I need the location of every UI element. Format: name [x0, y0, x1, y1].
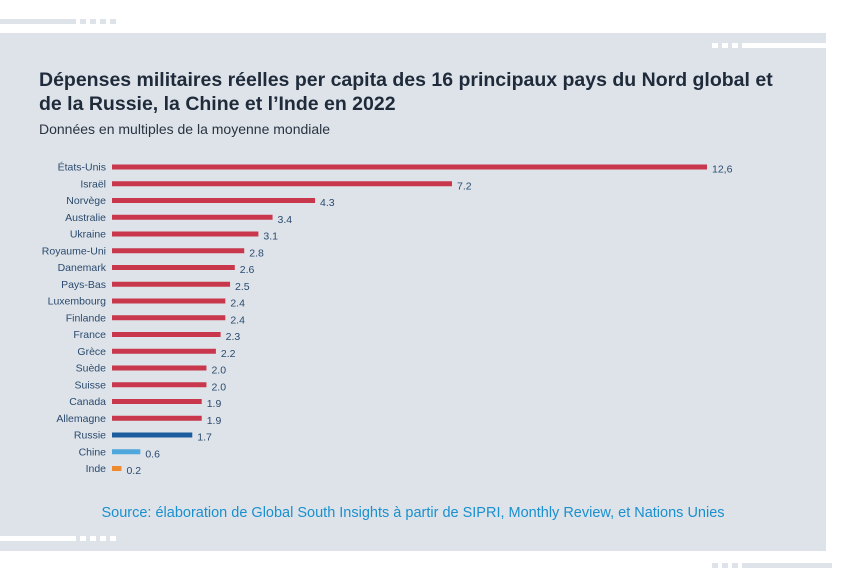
category-label: Inde: [86, 463, 107, 475]
category-label: Australie: [65, 212, 106, 224]
bar: [112, 415, 202, 421]
value-label: 1.9: [207, 398, 222, 410]
category-label: Allemagne: [56, 413, 106, 425]
category-label: Royaume-Uni: [42, 245, 106, 257]
bar: [112, 399, 202, 404]
chart-subtitle: Données en multiples de la moyenne mondi…: [39, 121, 331, 137]
value-label: 2.3: [226, 331, 241, 343]
category-label: Grèce: [77, 346, 106, 358]
value-label: 4.3: [320, 197, 335, 209]
bar: [112, 248, 245, 254]
category-label: France: [73, 329, 106, 341]
category-label: Finlande: [66, 312, 106, 324]
value-label: 12,6: [712, 164, 733, 176]
bar: [112, 298, 226, 304]
category-label: Suède: [76, 363, 107, 375]
value-label: 2.4: [230, 298, 245, 310]
bar: [112, 281, 231, 287]
bar: [112, 348, 216, 354]
value-label: 2.8: [249, 247, 264, 259]
bar: [112, 449, 141, 455]
value-label: 2.0: [211, 365, 226, 377]
category-label: Israël: [80, 178, 106, 190]
category-label: Pays-Bas: [61, 279, 106, 291]
value-label: 1.9: [207, 415, 222, 427]
value-label: 2.4: [230, 314, 245, 326]
bar: [112, 265, 235, 270]
bar: [112, 466, 122, 471]
value-label: 3.4: [278, 214, 293, 226]
category-label: Chine: [79, 446, 107, 458]
bar-chart: États-Unis 12,6 Israël 7.2 Norvège 4.3 Austral…: [42, 161, 733, 478]
category-label: Canada: [69, 396, 106, 408]
category-label: Luxembourg: [48, 296, 107, 308]
bar: [112, 382, 207, 388]
category-label: Danemark: [58, 262, 107, 274]
bottom-left-decoration: [0, 536, 116, 541]
value-label: 2.0: [211, 381, 226, 393]
bar: [112, 315, 226, 321]
category-label: Suisse: [74, 379, 106, 391]
category-label: Ukraine: [70, 229, 106, 241]
category-label: Russie: [74, 430, 106, 442]
category-label: Norvège: [66, 195, 106, 207]
chart-panel: [0, 33, 832, 551]
value-label: 2.2: [221, 348, 236, 360]
bottom-right-decoration: [712, 563, 832, 568]
value-label: 3.1: [263, 231, 278, 243]
value-label: 2.6: [240, 264, 255, 276]
value-label: 7.2: [457, 180, 472, 192]
value-label: 0.2: [126, 465, 141, 477]
top-right-decoration: [712, 43, 832, 48]
top-left-decoration: [0, 19, 116, 24]
bar: [112, 332, 221, 337]
value-label: 1.7: [197, 432, 212, 444]
bar: [112, 214, 273, 220]
category-label: États-Unis: [58, 161, 106, 174]
bar: [112, 181, 452, 187]
bar: [112, 164, 707, 170]
chart-title: Dépenses militaires réelles per capita d…: [39, 69, 773, 115]
bar: [112, 231, 259, 237]
bar: [112, 432, 193, 438]
value-label: 2.5: [235, 281, 250, 293]
source-note: Source: élaboration de Global South Insi…: [101, 505, 725, 521]
bar: [112, 198, 316, 203]
value-label: 0.6: [145, 448, 160, 460]
bar: [112, 365, 207, 371]
